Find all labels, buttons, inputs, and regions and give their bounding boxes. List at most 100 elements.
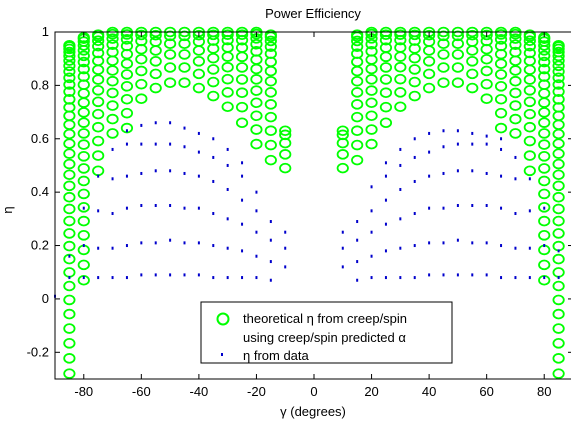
- measured-point: [413, 179, 416, 183]
- theoretical-point: [552, 79, 565, 90]
- legend-label-theoretical-line1: theoretical η from creep/spin: [243, 311, 407, 326]
- theoretical-point: [106, 100, 119, 111]
- theoretical-point: [264, 48, 277, 60]
- measured-point: [169, 273, 172, 277]
- theoretical-point: [92, 74, 105, 85]
- theoretical-point: [63, 66, 76, 77]
- theoretical-point: [279, 162, 292, 174]
- theoretical-point: [538, 107, 551, 118]
- measured-point: [341, 230, 344, 234]
- x-tick-label: 20: [364, 384, 378, 399]
- measured-point: [413, 137, 416, 141]
- measured-point: [68, 276, 71, 280]
- theoretical-point: [365, 124, 378, 135]
- theoretical-point: [480, 93, 493, 105]
- measured-point: [384, 174, 387, 178]
- measured-point: [284, 265, 287, 269]
- measured-point: [456, 129, 459, 133]
- measured-point: [111, 177, 114, 181]
- theoretical-point: [365, 85, 378, 96]
- theoretical-point: [437, 38, 450, 50]
- measured-point: [82, 244, 85, 248]
- measured-point: [456, 238, 459, 242]
- theoretical-point: [437, 49, 450, 60]
- theoretical-point: [494, 122, 508, 134]
- theoretical-point: [538, 128, 551, 139]
- theoretical-point: [451, 62, 464, 73]
- measured-point: [241, 276, 244, 280]
- x-tick-label: -60: [132, 384, 151, 399]
- theoretical-point: [63, 203, 76, 215]
- measured-point: [82, 276, 85, 280]
- theoretical-point: [92, 55, 105, 67]
- theoretical-point: [106, 39, 119, 50]
- measured-point: [370, 209, 373, 213]
- theoretical-point: [92, 47, 105, 59]
- theoretical-point: [63, 79, 76, 90]
- theoretical-point: [63, 46, 76, 58]
- theoretical-point: [92, 121, 105, 133]
- measured-point: [284, 246, 287, 250]
- theoretical-point: [379, 74, 393, 85]
- theoretical-point: [120, 40, 134, 52]
- measured-point: [485, 241, 488, 245]
- measured-point: [384, 161, 387, 165]
- measured-point: [111, 147, 114, 151]
- theoretical-point: [437, 77, 450, 89]
- theoretical-point: [509, 46, 522, 58]
- theoretical-point: [63, 240, 76, 252]
- theoretical-point: [92, 29, 105, 40]
- theoretical-point: [538, 117, 551, 128]
- theoretical-point: [523, 29, 536, 40]
- theoretical-point: [408, 90, 421, 102]
- theoretical-point: [63, 40, 76, 51]
- measured-point: [154, 273, 157, 277]
- measured-point: [341, 265, 344, 269]
- theoretical-point: [509, 87, 522, 99]
- theoretical-point: [235, 62, 249, 73]
- measured-point: [528, 209, 531, 213]
- theoretical-point: [120, 34, 134, 45]
- theoretical-point: [106, 75, 119, 87]
- theoretical-point: [394, 87, 407, 98]
- measured-point: [528, 276, 531, 280]
- theoretical-point: [264, 154, 277, 166]
- theoretical-point: [250, 85, 263, 96]
- measured-point: [140, 204, 143, 207]
- measured-point: [442, 273, 445, 277]
- measured-point: [226, 276, 229, 280]
- theoretical-point: [552, 323, 565, 334]
- measured-point: [197, 150, 200, 154]
- measured-point: [241, 161, 244, 165]
- theoretical-point: [63, 60, 76, 72]
- measured-point: [399, 147, 402, 151]
- measured-point: [183, 126, 186, 130]
- theoretical-point: [509, 33, 522, 44]
- theoretical-point: [120, 122, 134, 134]
- theoretical-point: [63, 180, 76, 192]
- theoretical-point: [264, 139, 277, 151]
- theoretical-point: [494, 34, 508, 45]
- theoretical-point: [63, 158, 76, 170]
- theoretical-point: [77, 175, 90, 187]
- theoretical-point: [135, 29, 148, 41]
- theoretical-point: [351, 139, 364, 151]
- measured-point: [212, 179, 215, 183]
- theoretical-point: [120, 81, 134, 92]
- measured-point: [500, 174, 503, 178]
- measured-point: [226, 187, 229, 191]
- theoretical-point: [77, 139, 90, 150]
- theoretical-point: [106, 33, 119, 44]
- theoretical-point: [63, 308, 76, 320]
- theoretical-point: [235, 117, 249, 129]
- theoretical-point: [336, 149, 349, 160]
- measured-point: [500, 206, 503, 210]
- measured-point: [154, 241, 157, 245]
- chart-title: Power Efficiency: [265, 6, 361, 21]
- theoretical-point: [336, 125, 349, 137]
- theoretical-point: [379, 87, 393, 99]
- theoretical-point: [135, 93, 148, 105]
- measured-point: [514, 276, 517, 280]
- measured-point: [485, 204, 488, 207]
- theoretical-point: [538, 202, 551, 213]
